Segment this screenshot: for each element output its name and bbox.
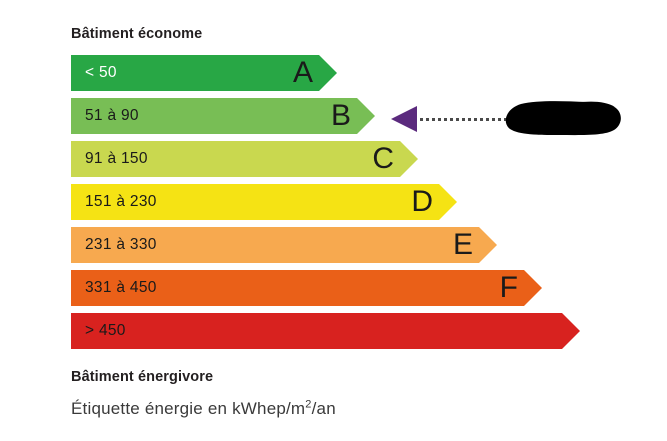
bar-class-letter-a: A — [292, 56, 313, 89]
bar-class-letter-d: D — [411, 185, 433, 218]
top-caption: Bâtiment économe — [71, 26, 203, 42]
unit-caption-text: Étiquette énergie en kWhep/m — [71, 399, 306, 418]
unit-caption-exponent: 2 — [305, 398, 312, 411]
bar-class-letter-f: F — [499, 271, 518, 304]
unit-caption-suffix: /an — [311, 399, 336, 418]
bar-class-letter-b: B — [330, 99, 351, 132]
bar-range-label-a: < 50 — [85, 64, 117, 81]
energy-class-bar-f: 331 à 450 F — [71, 270, 542, 306]
bar-shape-d — [71, 184, 457, 220]
bar-shape-c — [71, 141, 418, 177]
bar-range-label-b: 51 à 90 — [85, 107, 139, 124]
bar-shape-e — [71, 227, 497, 263]
bar-range-label-c: 91 à 150 — [85, 150, 148, 167]
bar-range-label-g: > 450 — [85, 322, 126, 339]
bar-shape-f — [71, 270, 542, 306]
bar-shape-a — [71, 55, 337, 91]
bar-shape-b — [71, 98, 375, 134]
bar-class-letter-e: E — [452, 228, 473, 261]
energy-class-bar-c: 91 à 150 C — [71, 141, 418, 177]
bar-class-letter-c: C — [372, 142, 394, 175]
bar-range-label-e: 231 à 330 — [85, 236, 157, 253]
unit-caption: Étiquette énergie en kWhep/m2/an — [71, 399, 336, 419]
bar-range-label-f: 331 à 450 — [85, 279, 157, 296]
energy-class-bar-g: > 450 — [71, 313, 580, 349]
energy-class-bar-e: 231 à 330 E — [71, 227, 497, 263]
bar-shape-g — [71, 313, 580, 349]
bar-range-label-d: 151 à 230 — [85, 193, 157, 210]
energy-class-bar-a: < 50 A — [71, 55, 337, 91]
energy-class-bar-d: 151 à 230 D — [71, 184, 457, 220]
bottom-caption: Bâtiment énergivore — [71, 369, 214, 385]
energy-class-bar-b: 51 à 90 B — [71, 98, 375, 134]
